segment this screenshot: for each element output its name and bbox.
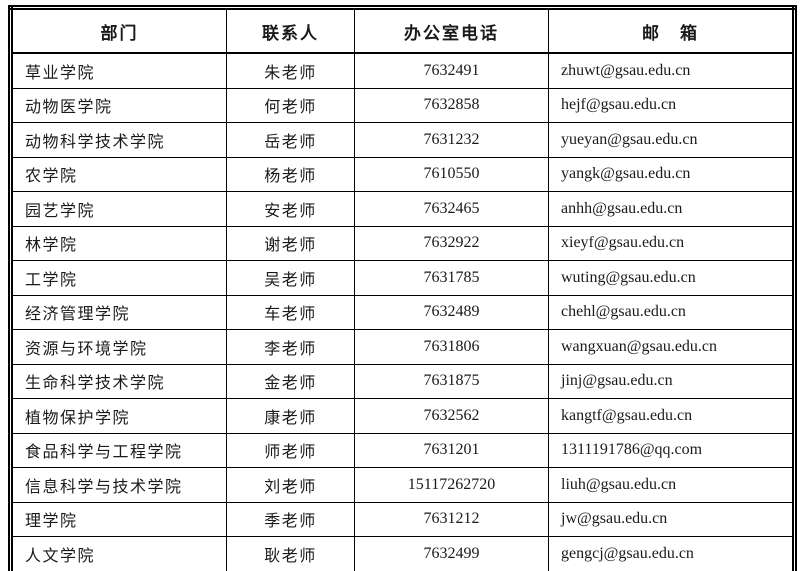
column-header-phone: 办公室电话 xyxy=(354,7,549,54)
department-cell: 植物保护学院 xyxy=(10,398,227,434)
department-cell: 食品科学与工程学院 xyxy=(10,432,227,468)
email-cell: wangxuan@gsau.edu.cn xyxy=(548,329,795,365)
email-cell: jinj@gsau.edu.cn xyxy=(548,363,795,399)
email-cell: jw@gsau.edu.cn xyxy=(548,501,795,537)
table-row: 工学院 吴老师 7631785 wuting@gsau.edu.cn xyxy=(10,260,795,296)
table-row: 人文学院 耿老师 7632499 gengcj@gsau.edu.cn xyxy=(10,536,795,571)
email-cell: yangk@gsau.edu.cn xyxy=(548,156,795,192)
contact-cell: 岳老师 xyxy=(226,122,355,158)
table-body: 草业学院 朱老师 7632491 zhuwt@gsau.edu.cn 动物医学院 何老师 7… xyxy=(10,52,795,571)
contact-cell: 刘老师 xyxy=(226,467,355,503)
department-cell: 人文学院 xyxy=(10,536,227,571)
phone-cell: 7631201 xyxy=(354,432,549,468)
contact-cell: 康老师 xyxy=(226,398,355,434)
phone-cell: 7632491 xyxy=(354,52,549,89)
department-cell: 工学院 xyxy=(10,260,227,296)
email-cell: xieyf@gsau.edu.cn xyxy=(548,225,795,261)
department-cell: 动物科学技术学院 xyxy=(10,122,227,158)
phone-cell: 7631875 xyxy=(354,363,549,399)
department-cell: 资源与环境学院 xyxy=(10,329,227,365)
phone-cell: 7631212 xyxy=(354,501,549,537)
email-cell: gengcj@gsau.edu.cn xyxy=(548,536,795,571)
table-row: 园艺学院 安老师 7632465 anhh@gsau.edu.cn xyxy=(10,191,795,227)
contact-cell: 安老师 xyxy=(226,191,355,227)
contact-cell: 吴老师 xyxy=(226,260,355,296)
email-cell: 1311191786@qq.com xyxy=(548,432,795,468)
department-contact-table: 部门 联系人 办公室电话 邮 箱 草业学院 朱老师 7632491 zhuwt@gsa… xyxy=(8,5,797,571)
email-cell: anhh@gsau.edu.cn xyxy=(548,191,795,227)
contact-cell: 师老师 xyxy=(226,432,355,468)
column-header-department: 部门 xyxy=(10,7,227,54)
email-cell: yueyan@gsau.edu.cn xyxy=(548,122,795,158)
phone-cell: 7610550 xyxy=(354,156,549,192)
email-cell: wuting@gsau.edu.cn xyxy=(548,260,795,296)
email-cell: chehl@gsau.edu.cn xyxy=(548,294,795,330)
contact-cell: 何老师 xyxy=(226,87,355,123)
phone-cell: 7631785 xyxy=(354,260,549,296)
phone-cell: 7632489 xyxy=(354,294,549,330)
department-cell: 农学院 xyxy=(10,156,227,192)
table-row: 食品科学与工程学院 师老师 7631201 1311191786@qq.com xyxy=(10,432,795,468)
phone-cell: 7631232 xyxy=(354,122,549,158)
contact-cell: 杨老师 xyxy=(226,156,355,192)
table-row: 资源与环境学院 李老师 7631806 wangxuan@gsau.edu.cn xyxy=(10,329,795,365)
contact-cell: 李老师 xyxy=(226,329,355,365)
table-row: 草业学院 朱老师 7632491 zhuwt@gsau.edu.cn xyxy=(10,52,795,89)
table-row: 动物医学院 何老师 7632858 hejf@gsau.edu.cn xyxy=(10,87,795,123)
contact-cell: 金老师 xyxy=(226,363,355,399)
department-cell: 园艺学院 xyxy=(10,191,227,227)
phone-cell: 7631806 xyxy=(354,329,549,365)
department-cell: 理学院 xyxy=(10,501,227,537)
phone-cell: 7632499 xyxy=(354,536,549,571)
column-header-contact: 联系人 xyxy=(226,7,355,54)
contact-cell: 车老师 xyxy=(226,294,355,330)
table-row: 林学院 谢老师 7632922 xieyf@gsau.edu.cn xyxy=(10,225,795,261)
table-row: 生命科学技术学院 金老师 7631875 jinj@gsau.edu.cn xyxy=(10,363,795,399)
department-cell: 草业学院 xyxy=(10,52,227,89)
column-header-email: 邮 箱 xyxy=(548,7,795,54)
department-cell: 信息科学与技术学院 xyxy=(10,467,227,503)
department-cell: 生命科学技术学院 xyxy=(10,363,227,399)
phone-cell: 7632922 xyxy=(354,225,549,261)
email-cell: zhuwt@gsau.edu.cn xyxy=(548,52,795,89)
department-cell: 经济管理学院 xyxy=(10,294,227,330)
phone-cell: 7632562 xyxy=(354,398,549,434)
contact-cell: 季老师 xyxy=(226,501,355,537)
table-header: 部门 联系人 办公室电话 邮 箱 xyxy=(10,7,795,54)
table-row: 理学院 季老师 7631212 jw@gsau.edu.cn xyxy=(10,501,795,537)
contact-cell: 耿老师 xyxy=(226,536,355,571)
table-row: 经济管理学院 车老师 7632489 chehl@gsau.edu.cn xyxy=(10,294,795,330)
contact-cell: 谢老师 xyxy=(226,225,355,261)
table-row: 动物科学技术学院 岳老师 7631232 yueyan@gsau.edu.cn xyxy=(10,122,795,158)
department-cell: 动物医学院 xyxy=(10,87,227,123)
phone-cell: 15117262720 xyxy=(354,467,549,503)
phone-cell: 7632465 xyxy=(354,191,549,227)
phone-cell: 7632858 xyxy=(354,87,549,123)
table-row: 信息科学与技术学院 刘老师 15117262720 liuh@gsau.edu.cn xyxy=(10,467,795,503)
department-cell: 林学院 xyxy=(10,225,227,261)
email-cell: hejf@gsau.edu.cn xyxy=(548,87,795,123)
email-cell: kangtf@gsau.edu.cn xyxy=(548,398,795,434)
contact-cell: 朱老师 xyxy=(226,52,355,89)
table-row: 农学院 杨老师 7610550 yangk@gsau.edu.cn xyxy=(10,156,795,192)
table-row: 植物保护学院 康老师 7632562 kangtf@gsau.edu.cn xyxy=(10,398,795,434)
email-cell: liuh@gsau.edu.cn xyxy=(548,467,795,503)
header-row: 部门 联系人 办公室电话 邮 箱 xyxy=(10,7,795,54)
